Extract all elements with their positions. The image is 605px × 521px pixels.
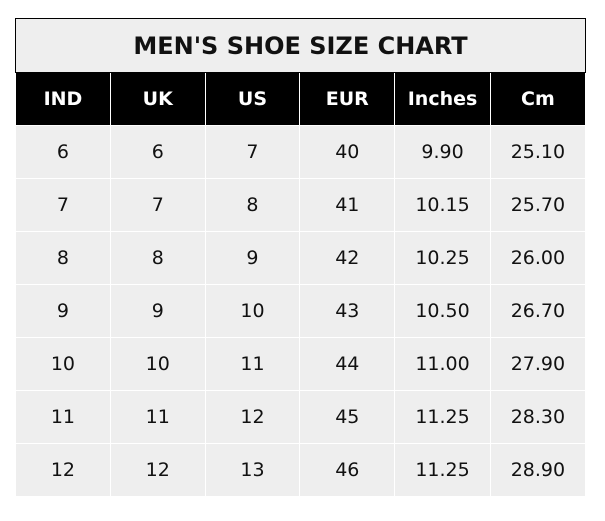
table-cell: 10 [109, 337, 206, 391]
table-row: 11 11 12 45 11.25 28.30 [15, 390, 587, 444]
table-cell: 41 [299, 178, 396, 232]
table-cell: 7 [15, 178, 111, 232]
table-cell: 43 [299, 284, 396, 338]
table-cell: 6 [109, 125, 206, 179]
table-row: 8 8 9 42 10.25 26.00 [15, 231, 587, 285]
column-header: US [204, 72, 301, 126]
column-header: Inches [394, 72, 491, 126]
table-cell: 42 [299, 231, 396, 285]
table-cell: 9 [15, 284, 111, 338]
table-cell: 25.10 [489, 125, 587, 179]
table-cell: 11.25 [394, 390, 491, 444]
table-cell: 9 [109, 284, 206, 338]
table-cell: 11 [109, 390, 206, 444]
table-cell: 13 [204, 443, 301, 497]
size-chart-table: MEN'S SHOE SIZE CHART IND UK US EUR Inches Cm… [15, 18, 587, 497]
column-header: Cm [489, 72, 587, 126]
table-cell: 11 [204, 337, 301, 391]
table-row: 7 7 8 41 10.15 25.70 [15, 178, 587, 232]
table-cell: 8 [15, 231, 111, 285]
table-cell: 6 [15, 125, 111, 179]
table-cell: 44 [299, 337, 396, 391]
table-row: 10 10 11 44 11.00 27.90 [15, 337, 587, 391]
table-cell: 8 [109, 231, 206, 285]
table-cell: 26.00 [489, 231, 587, 285]
table-cell: 10.15 [394, 178, 491, 232]
table-cell: 25.70 [489, 178, 587, 232]
column-header: IND [15, 72, 111, 126]
table-cell: 46 [299, 443, 396, 497]
table-cell: 8 [204, 178, 301, 232]
table-cell: 9 [204, 231, 301, 285]
table-cell: 7 [109, 178, 206, 232]
table-row: 6 6 7 40 9.90 25.10 [15, 125, 587, 179]
chart-title: MEN'S SHOE SIZE CHART [15, 18, 586, 73]
table-cell: 27.90 [489, 337, 587, 391]
table-row: 9 9 10 43 10.50 26.70 [15, 284, 587, 338]
table-cell: 10 [204, 284, 301, 338]
table-cell: 26.70 [489, 284, 587, 338]
table-cell: 11.25 [394, 443, 491, 497]
table-cell: 10 [15, 337, 111, 391]
column-header: UK [109, 72, 206, 126]
table-cell: 12 [15, 443, 111, 497]
table-cell: 11 [15, 390, 111, 444]
table-cell: 7 [204, 125, 301, 179]
table-cell: 40 [299, 125, 396, 179]
table-cell: 10.50 [394, 284, 491, 338]
table-cell: 10.25 [394, 231, 491, 285]
table-cell: 12 [204, 390, 301, 444]
table-cell: 28.30 [489, 390, 587, 444]
table-cell: 11.00 [394, 337, 491, 391]
table-cell: 9.90 [394, 125, 491, 179]
table-cell: 28.90 [489, 443, 587, 497]
table-cell: 12 [109, 443, 206, 497]
column-header: EUR [299, 72, 396, 126]
table-cell: 45 [299, 390, 396, 444]
table-row: 12 12 13 46 11.25 28.90 [15, 443, 587, 497]
